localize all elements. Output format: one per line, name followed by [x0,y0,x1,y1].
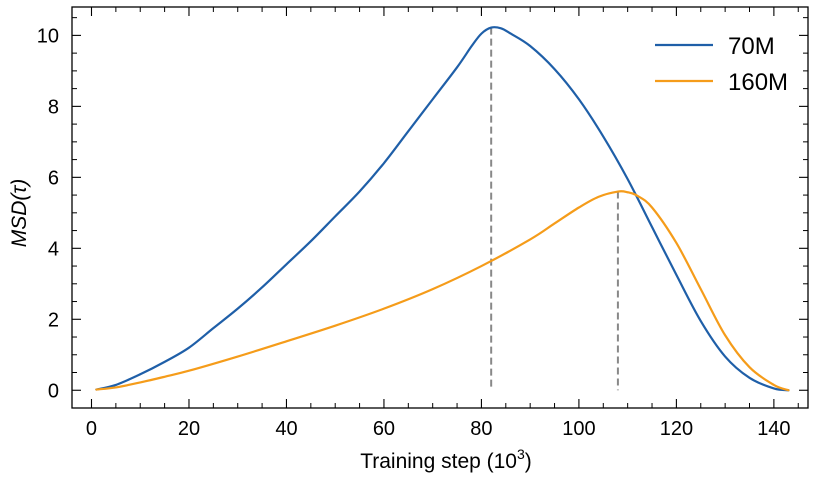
y-tick-label: 8 [48,96,59,118]
y-tick-label: 10 [37,25,59,47]
x-tick-labels: 0 20 40 60 80 100 120 140 [86,418,791,440]
x-axis-label-exponent: 3 [517,446,525,462]
legend: 70M 160M [655,33,788,96]
x-tick-label: 0 [86,418,97,440]
y-tick-label: 2 [48,309,59,331]
peak-markers [490,27,619,391]
x-tick-label: 20 [178,418,200,440]
x-tick-label: 80 [470,418,492,440]
legend-label-160M: 160M [728,69,788,96]
series-line-160M [95,190,790,392]
x-tick-label: 140 [757,418,790,440]
axis-ticks [72,7,808,408]
x-tick-label: 100 [562,418,595,440]
y-tick-label: 6 [48,167,59,189]
y-tick-labels: 0 2 4 6 8 10 [37,25,59,402]
x-tick-label: 120 [660,418,693,440]
x-tick-label: 40 [275,418,297,440]
y-tick-label: 4 [48,238,59,260]
plot-border [71,6,809,409]
y-axis-label: MSD(τ) [8,179,31,248]
legend-label-70M: 70M [728,33,775,60]
y-tick-label: 0 [48,380,59,402]
plot-frame [71,6,809,409]
x-axis-label: Training step (103) [360,446,532,473]
series-line-70M [95,26,790,392]
x-tick-label: 60 [373,418,395,440]
series-lines [95,26,790,392]
